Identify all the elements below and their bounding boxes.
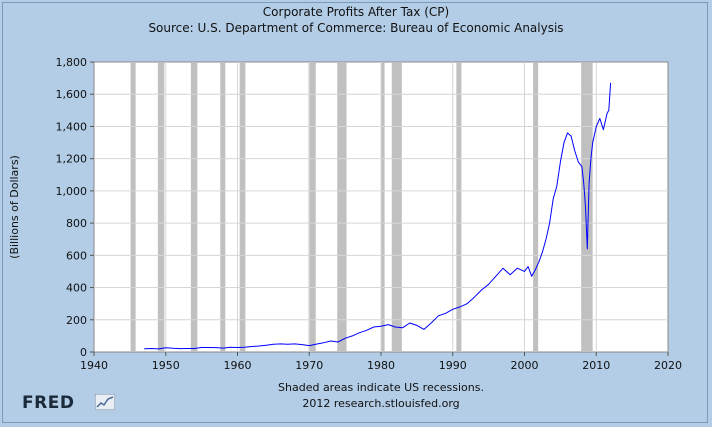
chart-title: Corporate Profits After Tax (CP) <box>262 5 450 19</box>
credit-text: 2012 research.stlouisfed.org <box>302 397 459 410</box>
recession-band <box>337 62 347 352</box>
y-tick-label: 800 <box>66 217 87 230</box>
recession-band <box>308 62 316 352</box>
recession-band <box>157 62 165 352</box>
recession-bands <box>130 62 593 352</box>
recession-band <box>220 62 226 352</box>
fred-logo: FRED <box>22 393 75 413</box>
x-tick-label: 1990 <box>439 359 467 372</box>
recession-band <box>533 62 539 352</box>
recession-band <box>130 62 136 352</box>
x-tick-label: 2000 <box>511 359 539 372</box>
y-tick-label: 1,400 <box>56 120 88 133</box>
recession-band <box>239 62 246 352</box>
chart-subtitle: Source: U.S. Department of Commerce: Bur… <box>148 21 564 35</box>
y-tick-label: 1,800 <box>56 56 88 69</box>
y-tick-label: 1,600 <box>56 88 88 101</box>
x-tick-label: 1960 <box>224 359 252 372</box>
x-tick-label: 2020 <box>654 359 682 372</box>
y-ticks: 0 200 400 600 800 1,000 1,200 1,400 1,600 1,800 <box>56 56 94 359</box>
recession-band <box>391 62 402 352</box>
x-tick-label: 1980 <box>367 359 395 372</box>
gridlines <box>94 62 668 352</box>
y-tick-label: 0 <box>80 346 87 359</box>
series-line <box>144 82 612 350</box>
y-tick-label: 1,200 <box>56 153 88 166</box>
recession-band <box>190 62 198 352</box>
y-axis-label: (Billions of Dollars) <box>8 155 21 259</box>
x-ticks: 1940 1950 1960 1970 1980 1990 2000 2010 2020 <box>80 352 682 372</box>
x-tick-label: 1950 <box>152 359 180 372</box>
recession-band <box>581 62 593 352</box>
y-tick-label: 600 <box>66 249 87 262</box>
recession-band <box>381 62 385 352</box>
fred-chart-icon <box>95 394 115 410</box>
x-tick-label: 2010 <box>582 359 610 372</box>
recession-note: Shaded areas indicate US recessions. <box>278 381 484 394</box>
x-tick-label: 1970 <box>295 359 323 372</box>
y-tick-label: 200 <box>66 314 87 327</box>
series-line-path <box>144 82 612 350</box>
recession-band <box>456 62 462 352</box>
x-tick-label: 1940 <box>80 359 108 372</box>
y-tick-label: 400 <box>66 282 87 295</box>
y-tick-label: 1,000 <box>56 185 88 198</box>
